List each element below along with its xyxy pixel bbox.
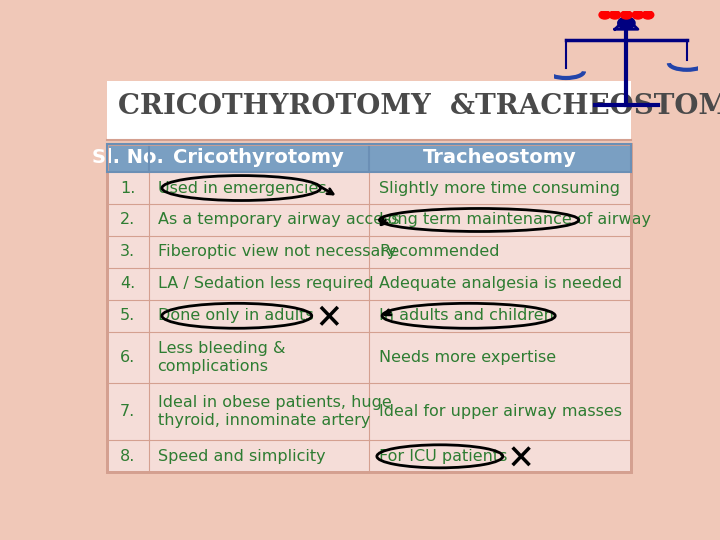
Text: Used in emergencies: Used in emergencies [158,180,326,195]
Circle shape [621,11,632,19]
Text: 2.: 2. [120,212,135,227]
Text: Cricothyrotomy: Cricothyrotomy [174,148,344,167]
Text: Ideal in obese patients, huge
thyroid, innominate artery: Ideal in obese patients, huge thyroid, i… [158,395,391,428]
Text: LA / Sedation less required: LA / Sedation less required [158,276,373,292]
Text: Less bleeding &
complications: Less bleeding & complications [158,341,285,374]
Text: Speed and simplicity: Speed and simplicity [158,449,325,464]
Circle shape [609,11,621,19]
Text: For ICU patients: For ICU patients [379,449,508,464]
Circle shape [632,11,644,19]
FancyBboxPatch shape [107,144,631,172]
Text: 6.: 6. [120,350,135,365]
Text: Adequate analgesia is needed: Adequate analgesia is needed [379,276,623,292]
Text: CRICOTHYROTOMY  &TRACHEOSTOMY: CRICOTHYROTOMY &TRACHEOSTOMY [118,93,720,120]
FancyBboxPatch shape [107,82,631,140]
Text: 3.: 3. [120,245,135,259]
Text: 7.: 7. [120,404,135,419]
Text: Tracheostomy: Tracheostomy [423,148,577,167]
Text: 5.: 5. [120,308,135,323]
Text: Long term maintenance of airway: Long term maintenance of airway [379,212,652,227]
Text: As a temporary airway access: As a temporary airway access [158,212,399,227]
Text: 4.: 4. [120,276,135,292]
Text: Needs more expertise: Needs more expertise [379,350,557,365]
Text: In adults and children: In adults and children [379,308,554,323]
Circle shape [618,17,635,29]
FancyBboxPatch shape [107,144,631,472]
Text: Recommended: Recommended [379,245,500,259]
Text: Ideal for upper airway masses: Ideal for upper airway masses [379,404,623,419]
Text: Done only in adults: Done only in adults [158,308,313,323]
Text: Sl. No.: Sl. No. [91,148,163,167]
Text: 1.: 1. [120,180,135,195]
Circle shape [642,11,654,19]
Circle shape [599,11,611,19]
Text: Slightly more time consuming: Slightly more time consuming [379,180,621,195]
Text: Fiberoptic view not necessary: Fiberoptic view not necessary [158,245,396,259]
Text: 8.: 8. [120,449,135,464]
